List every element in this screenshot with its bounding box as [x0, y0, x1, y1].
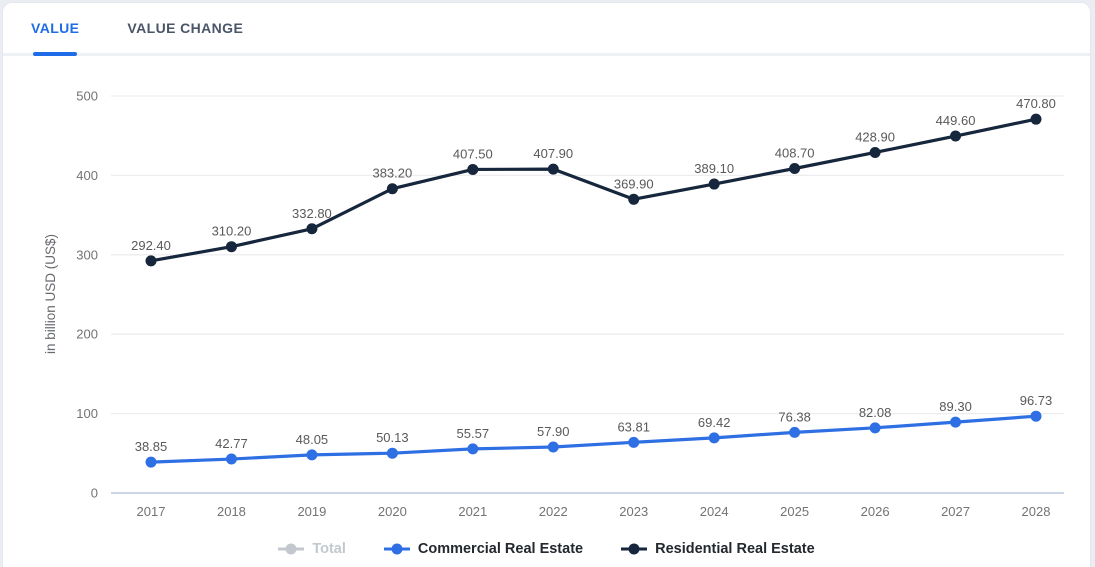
data-point-label: 50.13: [376, 430, 409, 445]
chart-legend: Total Commercial Real Estate Residential R…: [3, 541, 1090, 557]
x-tick-label: 2021: [458, 504, 487, 519]
x-tick-label: 2028: [1022, 504, 1051, 519]
data-point[interactable]: [547, 163, 559, 175]
data-point-label: 470.80: [1016, 96, 1056, 111]
legend-label: Commercial Real Estate: [417, 541, 584, 557]
data-point[interactable]: [708, 432, 720, 444]
x-tick-label: 2019: [297, 504, 326, 519]
data-point[interactable]: [386, 447, 398, 459]
x-tick-label: 2024: [700, 504, 729, 519]
legend-label: Total: [312, 541, 346, 557]
data-point[interactable]: [869, 422, 881, 434]
series-line: [149, 117, 1038, 263]
data-point-label: 48.05: [296, 432, 329, 447]
series-line: [149, 414, 1038, 464]
data-point-label: 63.81: [617, 419, 650, 434]
legend-item-residential-real-estate[interactable]: Residential Real Estate: [621, 541, 815, 557]
legend-marker-icon: [621, 543, 648, 555]
data-point[interactable]: [306, 223, 318, 235]
data-point[interactable]: [950, 416, 962, 428]
data-point-label: 42.77: [215, 436, 248, 451]
chart-area: 0 100 200 300 400 500 2017 2018 2019 2020 2021 2022…: [3, 56, 1090, 531]
x-tick-label: 2025: [780, 504, 809, 519]
data-point[interactable]: [467, 163, 479, 175]
data-point[interactable]: [145, 456, 157, 468]
x-tick-label: 2027: [941, 504, 970, 519]
y-tick-label: 200: [76, 327, 98, 342]
data-point-label: 407.50: [453, 146, 493, 161]
data-point-label: 332.80: [292, 206, 332, 221]
data-point[interactable]: [628, 436, 640, 448]
data-point-label: 369.90: [614, 176, 654, 191]
data-point[interactable]: [628, 193, 640, 205]
data-point[interactable]: [708, 178, 720, 190]
data-point-label: 96.73: [1020, 393, 1053, 408]
data-point[interactable]: [467, 443, 479, 455]
y-tick-label: 400: [76, 168, 98, 183]
legend-label: Residential Real Estate: [655, 541, 815, 557]
y-tick-label: 500: [76, 89, 98, 104]
x-tick-label: 2018: [217, 504, 246, 519]
legend-marker-icon: [278, 543, 305, 555]
data-point[interactable]: [145, 255, 157, 267]
data-point-label: 38.85: [135, 439, 168, 454]
y-axis-title: in billion USD (US$): [43, 234, 58, 354]
data-point-label: 82.08: [859, 405, 892, 420]
data-point[interactable]: [789, 162, 801, 174]
data-point-label: 310.20: [212, 224, 252, 239]
legend-marker-icon: [383, 543, 410, 555]
x-tick-label: 2023: [619, 504, 648, 519]
data-point-label: 69.42: [698, 415, 731, 430]
legend-item-commercial-real-estate[interactable]: Commercial Real Estate: [383, 541, 584, 557]
y-tick-label: 100: [76, 406, 98, 421]
data-point[interactable]: [1030, 113, 1042, 125]
line-chart: 0 100 200 300 400 500 2017 2018 2019 2020 2021 2022…: [43, 89, 1064, 519]
data-point[interactable]: [1030, 410, 1042, 422]
data-point-label: 383.20: [372, 166, 412, 181]
data-point[interactable]: [386, 183, 398, 195]
data-point[interactable]: [869, 146, 881, 158]
data-point-label: 76.38: [778, 409, 811, 424]
tab-value-change[interactable]: VALUE CHANGE: [127, 20, 244, 36]
data-point-label: 55.57: [457, 426, 490, 441]
y-tick-label: 300: [76, 247, 98, 262]
data-point-label: 89.30: [939, 399, 972, 414]
data-point[interactable]: [950, 130, 962, 142]
data-point-label: 408.70: [775, 145, 815, 160]
legend-item-total[interactable]: Total: [278, 541, 346, 557]
tab-value[interactable]: VALUE: [31, 3, 79, 53]
data-point-label: 428.90: [855, 129, 895, 144]
x-tick-label: 2026: [861, 504, 890, 519]
x-tick-label: 2020: [378, 504, 407, 519]
data-point-label: 292.40: [131, 238, 171, 253]
x-tick-label: 2022: [539, 504, 568, 519]
data-point[interactable]: [306, 449, 318, 461]
data-point-label: 407.90: [533, 146, 573, 161]
data-point-label: 389.10: [694, 161, 734, 176]
data-point[interactable]: [789, 426, 801, 438]
data-point-label: 449.60: [936, 113, 976, 128]
data-point[interactable]: [225, 453, 237, 465]
tab-bar: VALUE VALUE CHANGE: [3, 3, 1090, 56]
x-tick-label: 2017: [137, 504, 166, 519]
data-point[interactable]: [547, 441, 559, 453]
y-tick-label: 0: [91, 486, 98, 501]
data-point[interactable]: [225, 241, 237, 253]
data-point-label: 57.90: [537, 424, 570, 439]
